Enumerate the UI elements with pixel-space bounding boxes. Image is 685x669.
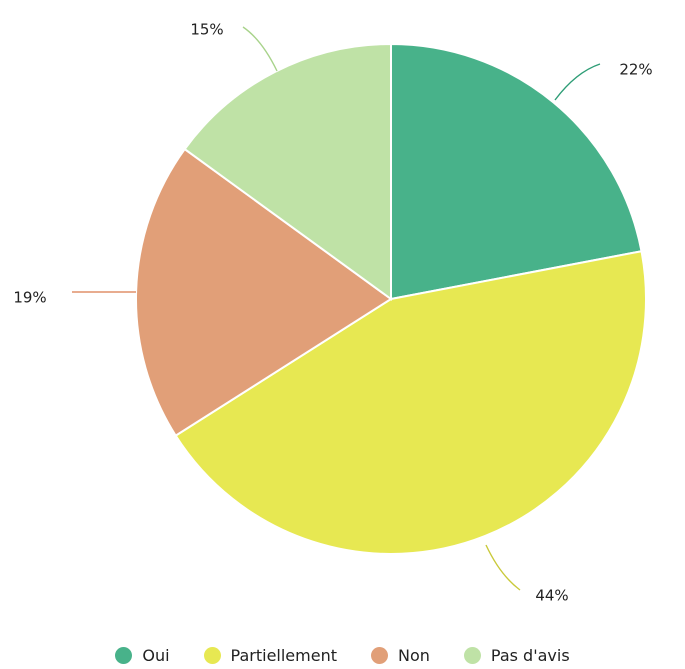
pie-slice-non[interactable] — [135, 147, 393, 438]
legend-label: Non — [397, 646, 430, 665]
legend-label: Partiellement — [230, 646, 337, 665]
data-label-pas-d-avis: 15% — [190, 21, 223, 39]
data-label-oui: 22% — [619, 61, 652, 79]
pie-slice-pas-d-avis[interactable] — [183, 42, 392, 301]
leader-lines — [72, 26, 601, 591]
leader-line-oui — [554, 63, 601, 101]
legend-item-partiellement[interactable]: Partiellement — [203, 646, 337, 665]
pie-slice-partiellement[interactable] — [174, 250, 647, 555]
legend-label: Oui — [142, 646, 170, 665]
pie-slices — [135, 42, 647, 555]
pie-slice-oui[interactable] — [390, 42, 643, 301]
leader-line-pas-d-avis — [242, 26, 278, 72]
legend-label: Pas d'avis — [490, 646, 570, 665]
legend-marker — [370, 647, 388, 664]
chart-legend: Oui Partiellement Non Pas d'avis — [0, 642, 685, 669]
leader-line-partiellement — [485, 544, 521, 591]
data-label-partiellement: 44% — [535, 587, 568, 605]
legend-item-non[interactable]: Non — [370, 646, 430, 665]
data-label-non: 19% — [13, 289, 46, 307]
legend-marker — [115, 647, 133, 664]
legend-marker — [203, 647, 221, 664]
percentage-labels: 22% 44% 19% 15% — [13, 21, 652, 605]
legend-item-oui[interactable]: Oui — [115, 646, 170, 665]
legend-item-pas-d-avis[interactable]: Pas d'avis — [463, 646, 570, 665]
legend-marker — [463, 647, 481, 664]
